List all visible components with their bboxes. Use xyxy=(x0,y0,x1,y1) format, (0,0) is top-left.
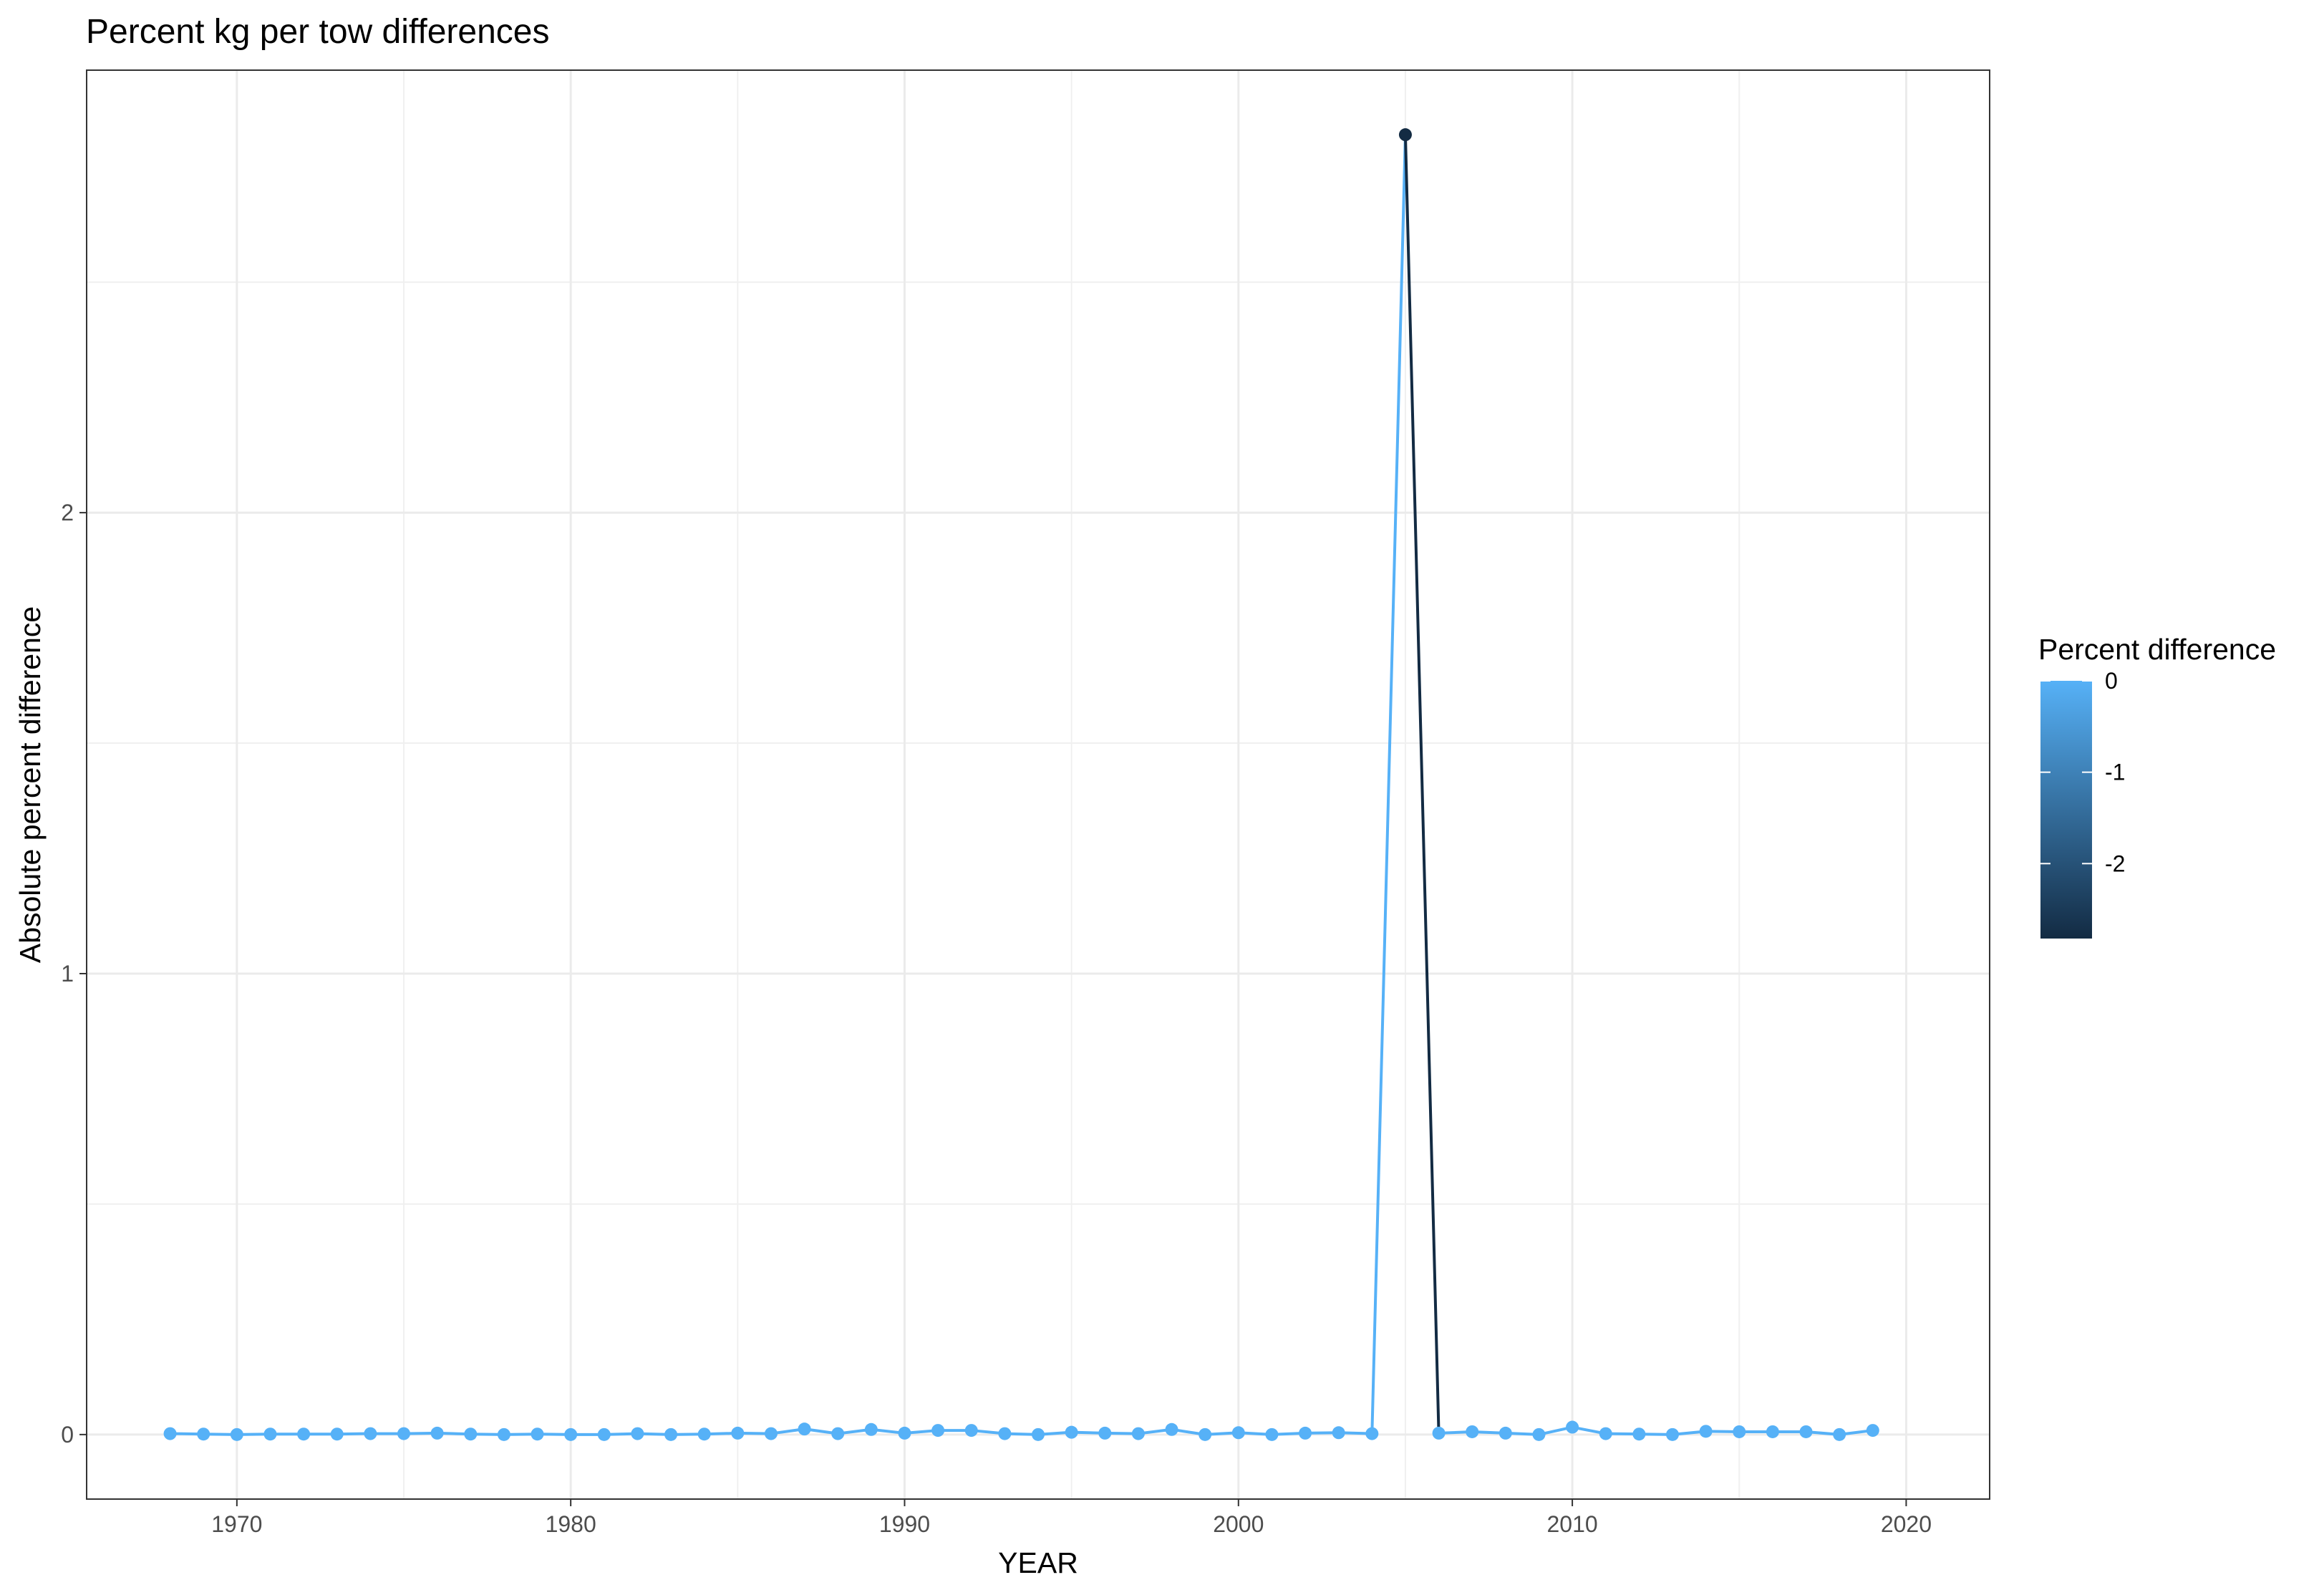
data-point xyxy=(1499,1426,1512,1440)
data-point xyxy=(1833,1427,1846,1441)
legend-colorbar xyxy=(2040,681,2092,939)
x-tick-label: 2000 xyxy=(1213,1511,1264,1537)
series-line-segment xyxy=(1403,133,1441,1435)
data-point xyxy=(1632,1427,1646,1441)
data-point xyxy=(330,1427,344,1441)
data-point xyxy=(1866,1424,1879,1438)
data-point xyxy=(497,1427,510,1441)
data-point xyxy=(1432,1426,1446,1440)
legend-title: Percent difference xyxy=(2038,633,2276,666)
data-point xyxy=(1532,1427,1546,1441)
data-point xyxy=(430,1426,444,1440)
y-tick-label: 2 xyxy=(61,500,74,525)
data-point xyxy=(898,1426,911,1440)
series-points xyxy=(163,128,1879,1441)
data-point xyxy=(397,1427,410,1440)
data-point xyxy=(1365,1427,1379,1440)
data-point xyxy=(263,1427,277,1441)
data-point xyxy=(597,1427,611,1441)
data-point xyxy=(1566,1420,1579,1434)
plot-panel xyxy=(87,70,1990,1499)
data-point xyxy=(697,1427,711,1441)
legend-label: -1 xyxy=(2105,760,2125,785)
legend-label: -2 xyxy=(2105,850,2125,876)
x-tick-label: 2020 xyxy=(1881,1511,1932,1537)
data-point xyxy=(1265,1427,1279,1441)
data-point xyxy=(1466,1425,1479,1438)
plot-border xyxy=(86,69,1990,1500)
data-point xyxy=(664,1427,678,1441)
data-point xyxy=(1098,1426,1112,1440)
data-point xyxy=(864,1422,878,1436)
minor-gridlines xyxy=(87,70,1990,1499)
data-point xyxy=(1199,1427,1212,1441)
data-point xyxy=(1332,1426,1345,1440)
data-point xyxy=(998,1427,1012,1440)
y-axis: 0 1 2 xyxy=(61,500,87,1448)
data-point xyxy=(1766,1425,1779,1438)
legend-label: 0 xyxy=(2105,668,2118,694)
legend-ticks: 0 -1 -2 xyxy=(2040,668,2125,876)
data-point xyxy=(1131,1427,1145,1440)
x-tick-label: 2010 xyxy=(1547,1511,1598,1537)
x-axis-title: YEAR xyxy=(998,1546,1078,1579)
x-tick-label: 1980 xyxy=(546,1511,596,1537)
data-point xyxy=(1666,1427,1679,1441)
x-axis: 1970 1980 1990 2000 2010 2020 xyxy=(211,1499,1932,1537)
x-tick-label: 1990 xyxy=(879,1511,930,1537)
data-point xyxy=(1599,1427,1612,1440)
data-point xyxy=(731,1426,745,1440)
data-point xyxy=(964,1424,978,1438)
data-point xyxy=(1231,1426,1245,1440)
data-point xyxy=(230,1427,243,1441)
data-point xyxy=(1733,1425,1746,1438)
data-point xyxy=(931,1424,945,1438)
data-point xyxy=(1398,128,1412,142)
data-point xyxy=(464,1427,478,1441)
y-axis-title: Absolute percent difference xyxy=(14,606,47,963)
data-point xyxy=(1699,1425,1713,1438)
legend: Percent difference 0 -1 -2 xyxy=(2038,633,2276,939)
data-point xyxy=(1299,1426,1312,1440)
data-point xyxy=(1065,1425,1078,1439)
data-point xyxy=(364,1427,377,1440)
data-point xyxy=(631,1427,644,1440)
data-point xyxy=(831,1427,845,1440)
data-point xyxy=(564,1427,578,1441)
data-point xyxy=(297,1427,311,1441)
x-tick-label: 1970 xyxy=(211,1511,262,1537)
y-tick-label: 0 xyxy=(61,1422,74,1448)
data-point xyxy=(1032,1427,1045,1441)
data-point xyxy=(1165,1422,1178,1436)
y-tick-label: 1 xyxy=(61,961,74,987)
data-point xyxy=(163,1427,177,1440)
data-point xyxy=(531,1427,544,1441)
data-point xyxy=(798,1422,811,1436)
data-point xyxy=(1799,1425,1813,1438)
data-point xyxy=(197,1427,210,1441)
chart-title: Percent kg per tow differences xyxy=(86,13,549,51)
series-line-segment xyxy=(1370,133,1407,1435)
data-point xyxy=(764,1427,778,1440)
